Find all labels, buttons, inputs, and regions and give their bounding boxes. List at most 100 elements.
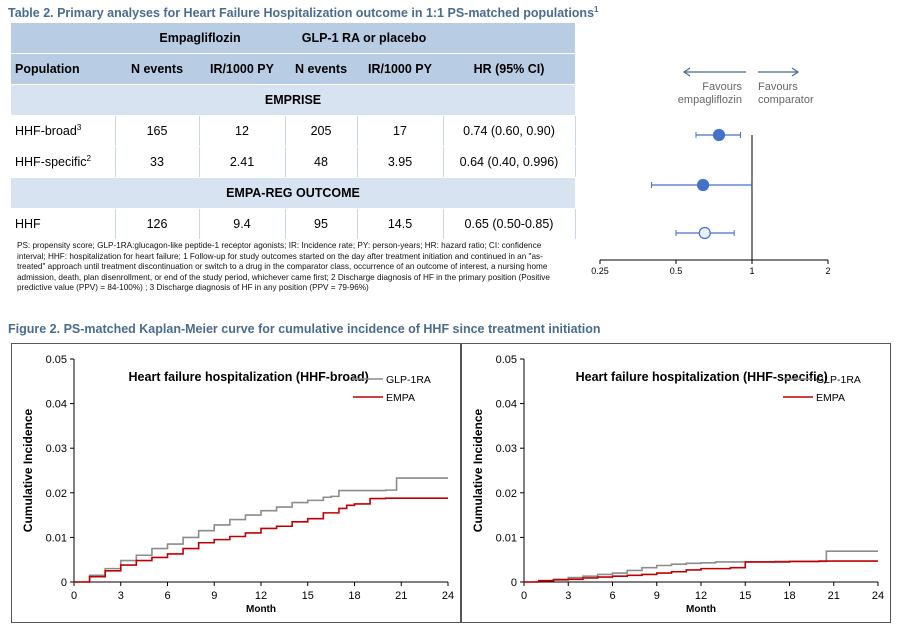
- table-title-text: Table 2. Primary analyses for Heart Fail…: [8, 6, 595, 21]
- cell-hr: 0.65 (0.50-0.85): [443, 208, 576, 240]
- cell-hr: 0.74 (0.60, 0.90): [443, 115, 576, 147]
- x-tick-label: 18: [783, 590, 795, 602]
- pop-label: HHF-broad: [15, 124, 77, 139]
- favours-left-arrowhead: [682, 67, 691, 77]
- y-tick-label: 0.01: [496, 532, 517, 544]
- cell-g-ir: 3.95: [357, 146, 444, 178]
- pop-label: HHF: [15, 217, 41, 231]
- favours-right-label: Favours: [758, 81, 798, 93]
- x-tick-label: 0: [521, 590, 527, 602]
- cell-g-ir: 17: [357, 115, 444, 147]
- cell-pop: HHF: [11, 208, 116, 240]
- y-tick-label: 0.05: [496, 354, 517, 366]
- header-blank-hr: [443, 23, 575, 54]
- cell-e-events: 126: [115, 208, 200, 240]
- series-line-empa: [524, 560, 878, 583]
- cell-e-ir: 12: [199, 115, 286, 147]
- km-chart-broad: 0 0.01 0.02 0.03 0.04 0.05 0 3 6 9 12 15 18 21 24 Month…: [21, 354, 454, 615]
- hr-point: [698, 226, 711, 240]
- cell-pop: HHF-specific2: [11, 146, 116, 178]
- x-tick-label: 21: [395, 590, 407, 602]
- chart-title: Heart failure hospitalization (HHF-broad…: [129, 370, 369, 384]
- table-title-sup: 1: [594, 5, 599, 14]
- y-tick-label: 0.03: [496, 443, 517, 455]
- table-footnote: PS: propensity score; GLP-1RA:glucagon-l…: [17, 241, 550, 292]
- x-tick-label: 24: [872, 590, 884, 602]
- cell-e-events: 33: [115, 146, 200, 178]
- y-tick-label: 0.02: [46, 488, 67, 500]
- results-table: Empagliflozin GLP-1 RA or placebo Popula…: [11, 23, 576, 240]
- legend-label: EMPA: [816, 392, 845, 404]
- table-row: HHF 126 9.4 95 14.5 0.65 (0.50-0.85): [11, 208, 576, 240]
- favours-left-label: empagliflozin: [678, 94, 742, 106]
- section-empa-reg: EMPA-REG OUTCOME: [11, 177, 575, 209]
- cell-g-events: 48: [285, 146, 358, 178]
- x-axis-label: Month: [686, 604, 716, 615]
- cell-e-events: 165: [115, 115, 200, 147]
- y-tick-label: 0: [61, 577, 67, 589]
- x-tick-label: 6: [164, 590, 170, 602]
- chart-title: Heart failure hospitalization (HHF-speci…: [576, 370, 828, 384]
- x-tick-label: 3: [565, 590, 571, 602]
- x-tick-label: 9: [211, 590, 217, 602]
- forest-tick-label: 0.5: [670, 266, 683, 276]
- x-tick-label: 18: [348, 590, 360, 602]
- table-row: HHF-specific2 33 2.41 48 3.95 0.64 (0.40…: [11, 146, 576, 178]
- y-tick-label: 0.03: [46, 443, 67, 455]
- y-axis-label: Cumulative Incidence: [21, 408, 35, 532]
- series-line-empa: [74, 497, 448, 583]
- cell-hr: 0.64 (0.40, 0.996): [443, 146, 576, 178]
- pop-sup: 2: [86, 154, 91, 164]
- x-tick-label: 21: [828, 590, 840, 602]
- section-row: EMPA-REG OUTCOME: [11, 177, 575, 209]
- forest-tick-label: 1: [749, 266, 754, 276]
- legend-label: EMPA: [386, 392, 415, 404]
- x-tick-label: 12: [255, 590, 267, 602]
- header-empagliflozin: Empagliflozin: [115, 23, 285, 54]
- favours-right-label: comparator: [758, 94, 814, 106]
- y-tick-label: 0.05: [46, 354, 67, 366]
- forest-tick-label: 2: [825, 266, 830, 276]
- legend-label: GLP-1RA: [816, 374, 861, 386]
- pop-sup: 3: [76, 123, 82, 133]
- hr-point: [696, 178, 710, 192]
- x-tick-label: 15: [739, 590, 751, 602]
- forest-tick-label: 0.25: [591, 266, 609, 276]
- table-title: Table 2. Primary analyses for Heart Fail…: [8, 5, 598, 20]
- y-tick-label: 0.04: [46, 399, 67, 411]
- pop-label: HHF-specific: [15, 155, 87, 170]
- forest-plot: FavoursempagliflozinFavourscomparator0.2…: [591, 67, 831, 276]
- cell-g-events: 95: [285, 208, 358, 240]
- x-axis-label: Month: [246, 604, 276, 615]
- x-tick-label: 24: [442, 590, 454, 602]
- favours-left-label: Favours: [702, 81, 742, 93]
- favours-right-arrowhead: [791, 67, 800, 77]
- y-tick-label: 0: [511, 577, 517, 589]
- table-column-header-row: Population N events IR/1000 PY N events …: [11, 53, 575, 85]
- col-e-ir: IR/1000 PY: [199, 53, 285, 85]
- figure-title: Figure 2. PS-matched Kaplan-Meier curve …: [8, 322, 601, 336]
- km-chart-specific: 0 0.01 0.02 0.03 0.04 0.05 0 3 6 9 12 15 18 21 24 Month…: [471, 354, 884, 615]
- x-tick-label: 3: [118, 590, 124, 602]
- col-population: Population: [11, 53, 115, 85]
- section-row: EMPRISE: [11, 84, 575, 116]
- header-glp1: GLP-1 RA or placebo: [285, 23, 443, 54]
- section-emprise: EMPRISE: [11, 84, 575, 116]
- x-tick-label: 6: [609, 590, 615, 602]
- km-panel-broad: 0 0.01 0.02 0.03 0.04 0.05 0 3 6 9 12 15 18 21 24 Month…: [11, 343, 461, 623]
- cell-e-ir: 2.41: [199, 146, 286, 178]
- table-group-header-row: Empagliflozin GLP-1 RA or placebo: [11, 23, 575, 54]
- series-line-glp-1ra: [524, 550, 878, 583]
- col-g-events: N events: [285, 53, 357, 85]
- x-tick-label: 0: [71, 590, 77, 602]
- series-line-glp-1ra: [74, 477, 448, 583]
- x-tick-label: 12: [695, 590, 707, 602]
- x-tick-label: 9: [654, 590, 660, 602]
- hr-point: [712, 128, 726, 142]
- table-row: HHF-broad3 165 12 205 17 0.74 (0.60, 0.9…: [11, 115, 576, 147]
- cell-g-events: 205: [285, 115, 358, 147]
- col-hr: HR (95% CI): [443, 53, 575, 85]
- x-tick-label: 15: [302, 590, 314, 602]
- col-g-ir: IR/1000 PY: [357, 53, 443, 85]
- header-blank: [11, 23, 115, 54]
